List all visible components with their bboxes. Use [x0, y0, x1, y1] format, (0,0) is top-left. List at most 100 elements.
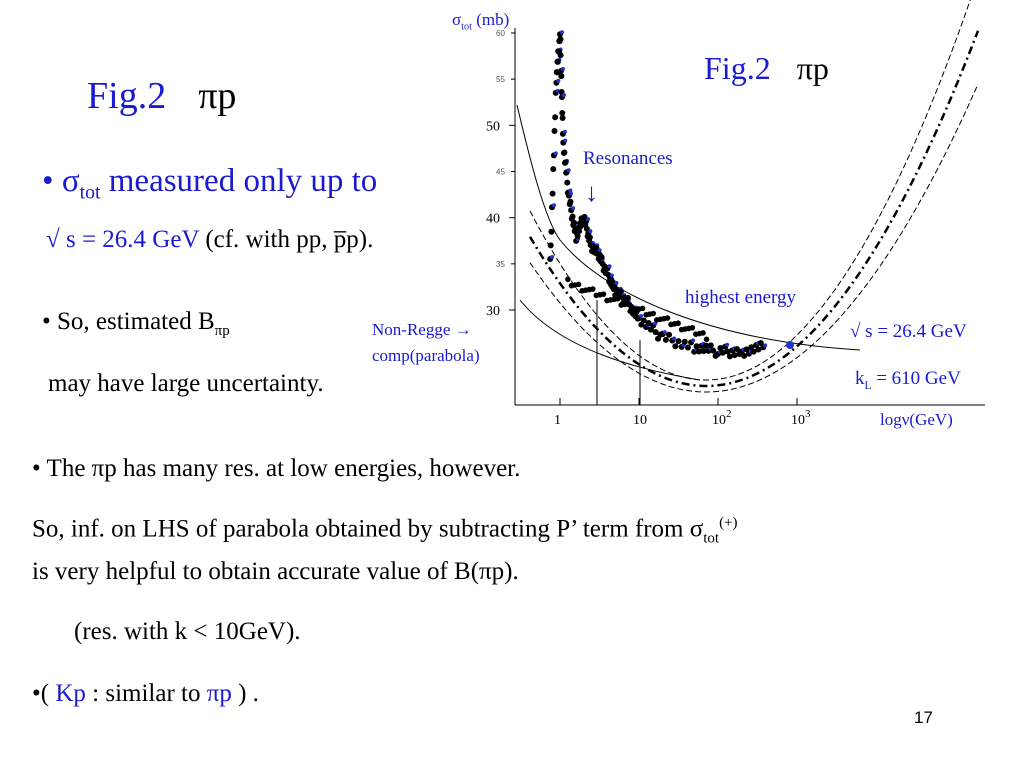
bullet2-sub: πp	[214, 323, 230, 339]
data-point	[558, 73, 565, 80]
data-point	[552, 114, 559, 121]
data-point	[675, 320, 681, 327]
data-point	[559, 109, 566, 116]
fit-point	[571, 206, 576, 211]
data-point	[734, 346, 741, 353]
data-point	[695, 348, 702, 355]
y-tick-big: 30	[486, 304, 500, 319]
data-point	[565, 276, 571, 283]
data-point	[564, 179, 571, 186]
data-point	[551, 127, 558, 134]
resonances-label: Resonances	[583, 148, 673, 169]
data-points	[547, 30, 794, 360]
resonance-arrow-icon: ↓	[585, 178, 598, 207]
line7-pre: •(	[32, 680, 56, 707]
fit-curves	[516, 0, 980, 405]
sigma-symbol: σ	[61, 163, 80, 199]
kl-value: = 610 GeV	[871, 368, 961, 389]
data-point	[684, 344, 691, 351]
data-point	[707, 342, 714, 349]
data-point	[557, 52, 564, 59]
line4-sup: (+)	[719, 515, 738, 531]
data-point	[576, 228, 583, 235]
data-point	[598, 254, 605, 261]
data-point	[689, 324, 696, 331]
data-point	[700, 330, 706, 336]
sigma-sub: tot	[79, 181, 101, 204]
data-point	[650, 310, 657, 317]
data-point	[717, 344, 724, 351]
data-point	[586, 234, 593, 241]
data-point	[600, 291, 607, 297]
sqrt-s-value: √ s = 26.4 GeV	[46, 226, 200, 253]
page-number: 17	[914, 708, 933, 727]
fit-point	[763, 343, 768, 348]
bullet-sigma-measured: • σtot measured only up to	[42, 163, 377, 205]
kl-sub: L	[864, 379, 872, 392]
fit-curve	[529, 0, 971, 381]
fit-point	[568, 188, 573, 193]
x-tick-label: 103	[791, 408, 811, 428]
text-many-resonances: • The πp has many res. at low energies, …	[32, 455, 521, 482]
data-point	[549, 190, 556, 197]
data-point	[640, 317, 647, 324]
x-tick-sup: 2	[726, 408, 732, 420]
x-tick-label: 10	[633, 413, 647, 428]
data-point	[570, 219, 577, 226]
chart-axes	[514, 28, 985, 406]
x-tick-sup: 3	[805, 408, 811, 420]
data-point	[675, 338, 682, 345]
text-res-with-k: (res. with k < 10GeV).	[74, 618, 301, 645]
kl-label: kL = 610 GeV	[855, 368, 961, 392]
data-point	[710, 347, 717, 354]
data-point	[672, 343, 679, 350]
fit-point	[569, 191, 574, 196]
y-tick-labels: 60 55 45 35 50 40 30	[486, 29, 515, 319]
y-tick-small: 55	[496, 75, 505, 84]
fit-point	[597, 248, 602, 253]
fit-point	[662, 330, 667, 335]
regge-curve	[516, 104, 861, 351]
text-subtracting: So, inf. on LHS of parabola obtained by …	[32, 515, 738, 547]
data-point	[639, 305, 646, 312]
data-point	[559, 115, 566, 122]
data-point	[617, 288, 624, 295]
data-point	[681, 338, 688, 345]
fit-point	[560, 30, 564, 35]
fit-point	[614, 280, 619, 285]
x-axis-label: logν(GeV)	[880, 410, 953, 429]
figure-title-fig: Fig.2	[704, 50, 771, 86]
y-tick-small: 60	[496, 29, 505, 38]
figure-title-reaction: πp	[796, 50, 829, 86]
data-point	[724, 348, 731, 355]
text-helpful: is very helpful to obtain accurate value…	[32, 558, 519, 585]
data-point	[664, 315, 671, 321]
data-point	[755, 346, 762, 353]
fit-point	[672, 336, 677, 341]
fit-point	[566, 168, 571, 173]
data-point	[719, 349, 726, 356]
data-point	[547, 242, 554, 249]
y-axis-sub: tot	[461, 21, 472, 33]
data-point	[703, 342, 710, 349]
data-point	[554, 58, 561, 65]
data-point	[557, 36, 564, 43]
line7-pip: πp	[206, 680, 232, 707]
kl-symbol: k	[855, 368, 865, 389]
fit-point	[553, 151, 558, 156]
data-point	[741, 352, 748, 359]
y-tick-big: 40	[486, 212, 500, 227]
bullet-sqrt-s: √ s = 26.4 GeV (cf. with pp, p̅p).	[46, 226, 373, 254]
fit-point	[639, 314, 643, 319]
data-point	[750, 348, 757, 355]
fit-curve	[528, 30, 980, 388]
line4-text: So, inf. on LHS of parabola obtained by …	[32, 515, 704, 543]
data-point	[548, 228, 555, 235]
fit-point	[562, 129, 567, 134]
fit-point	[609, 273, 614, 278]
highest-energy-label: highest energy	[685, 287, 796, 308]
bullet2-text: • So, estimated B	[42, 308, 215, 335]
data-point	[589, 286, 596, 292]
y-tick-big: 50	[486, 119, 500, 134]
